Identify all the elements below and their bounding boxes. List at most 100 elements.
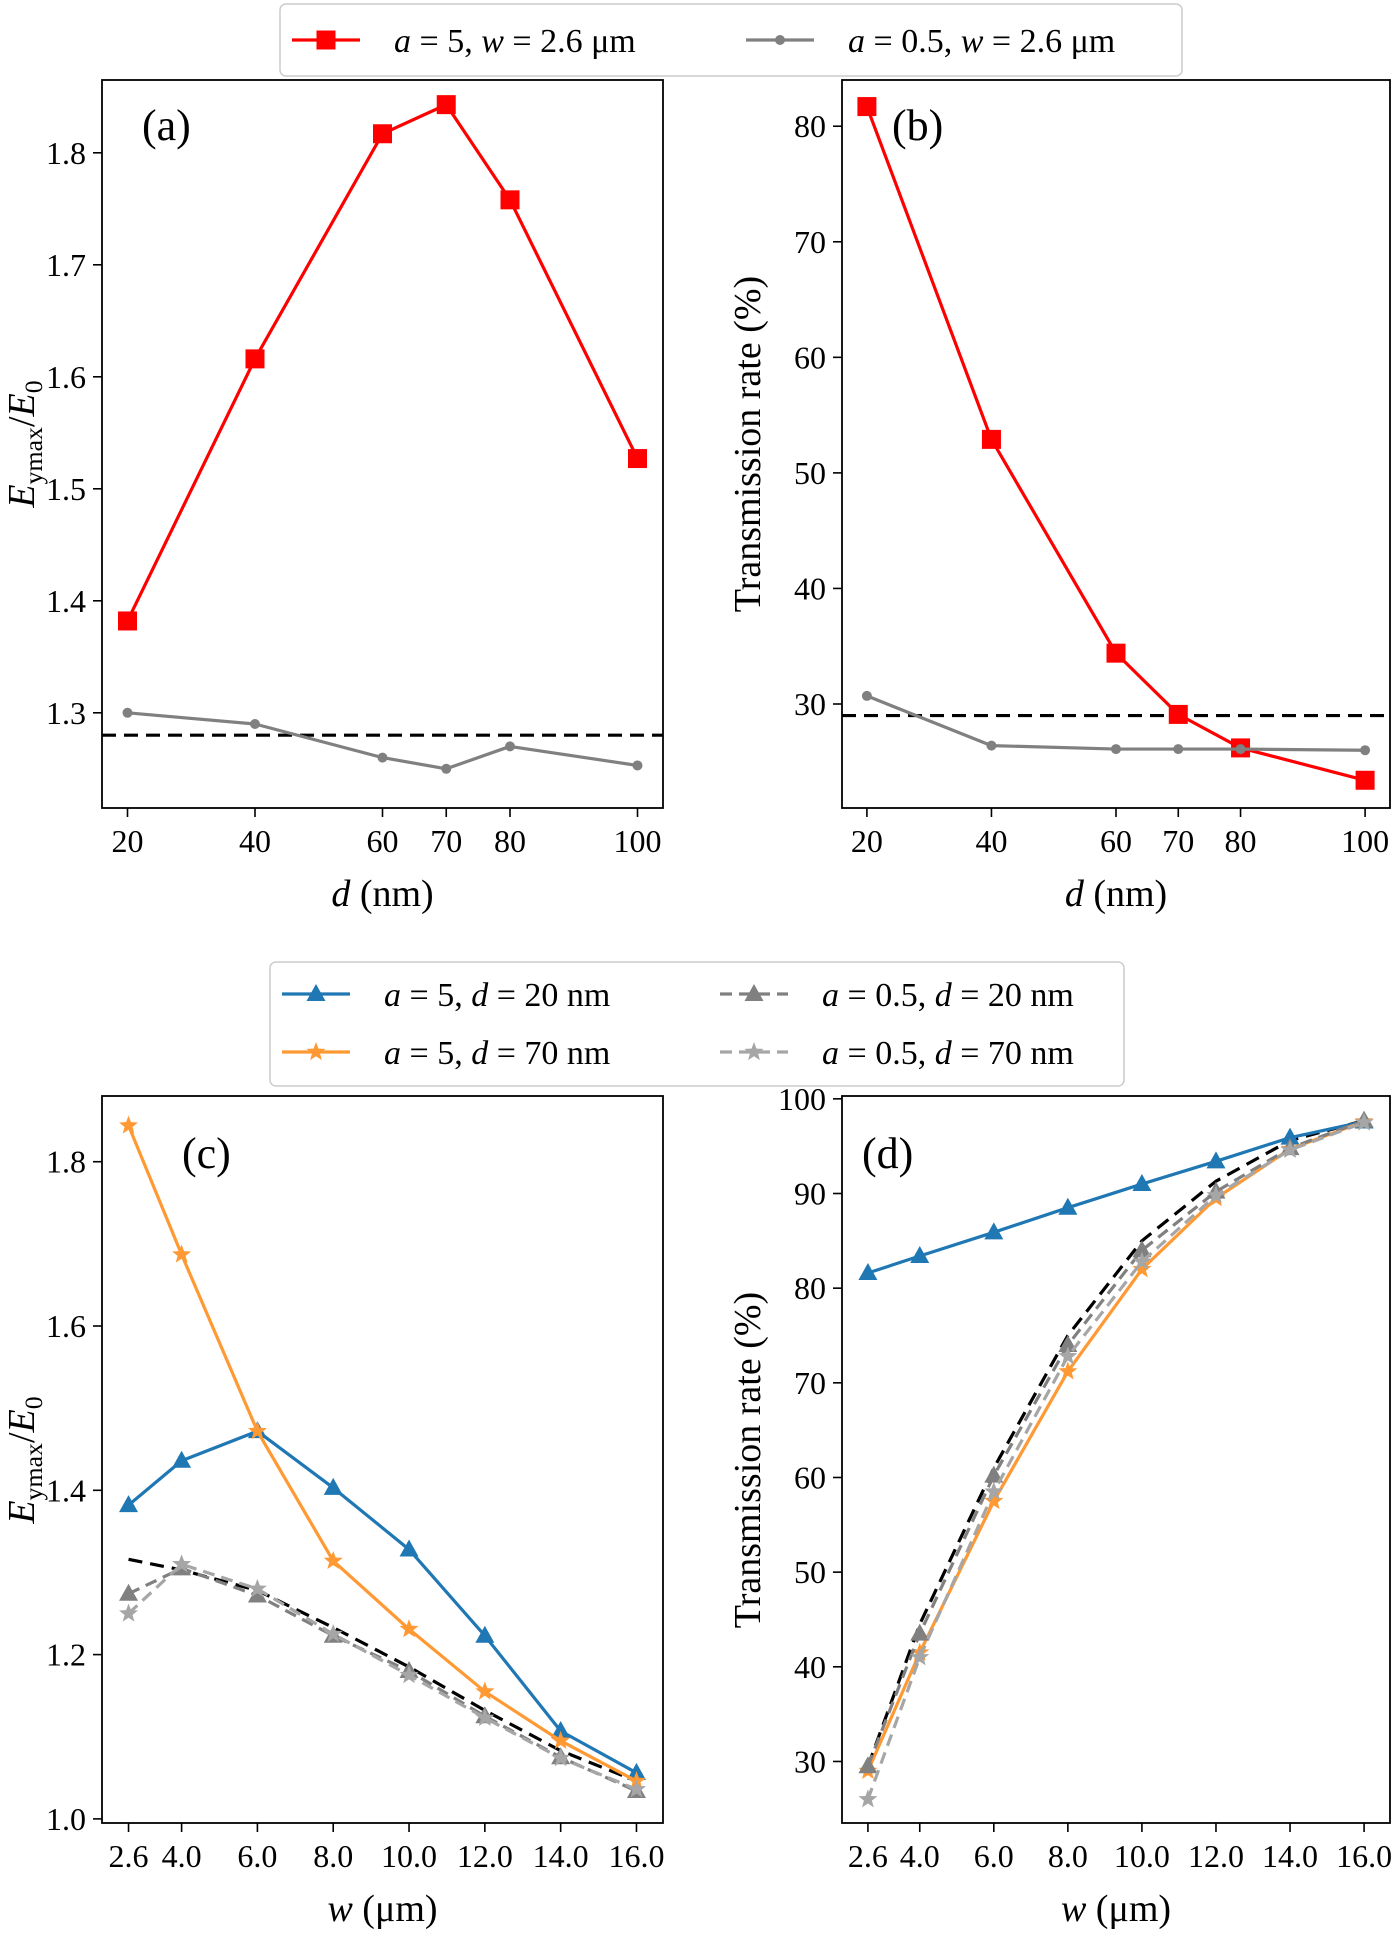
y-tick-label: 80 (794, 1270, 826, 1306)
data-point-a-0-5-w-2-6-m (1173, 744, 1184, 755)
y-tick-label: 30 (794, 686, 826, 722)
series-line-a-0-5-d-70-nm (866, 1121, 1365, 1800)
x-tick-label: 40 (975, 823, 1007, 859)
x-tick-label: 60 (1100, 823, 1132, 859)
data-point-a-0-5-d-20-nm (858, 1756, 878, 1774)
series-line-a-5-d-20-nm (867, 1119, 1365, 1275)
data-point-a-5-d-70-nm (323, 1550, 343, 1570)
data-point-a-0-5-d-70-nm (399, 1665, 419, 1684)
x-axis-label: d (nm) (1065, 873, 1167, 915)
y-tick-label: 1.2 (46, 1637, 86, 1673)
data-point-a-5-w-2-6-m (118, 611, 137, 631)
x-tick-label: 100 (1341, 823, 1389, 859)
plot-area-data (842, 97, 1390, 790)
legend-label: a = 0.5, w = 2.6 μm (848, 23, 1115, 60)
x-tick-label: 70 (430, 823, 462, 859)
y-tick-label: 40 (794, 1649, 826, 1685)
data-point-a-5-w-2-6-m (1168, 704, 1188, 724)
y-tick-label: 100 (778, 1081, 826, 1117)
data-point-a-0-5-d-70-nm (119, 1603, 139, 1622)
data-point-a-5-d-20-nm (984, 1222, 1004, 1240)
y-tick-label: 50 (794, 1554, 826, 1590)
data-point-a-0-5-w-2-6-m (250, 719, 260, 729)
x-tick-label: 80 (1225, 823, 1257, 859)
panel-label: (c) (182, 1129, 231, 1178)
chart-panel-d: 2.6 4.0 6.0 8.0 10.0 12.0 14.0 16.0 30 40 50 60 70 80… (727, 1081, 1392, 1930)
x-tick-label: 14.0 (1262, 1838, 1318, 1874)
legend-label: a = 5, w = 2.6 μm (394, 23, 636, 60)
data-point-a-0-5-d-70-nm (1206, 1185, 1226, 1204)
legend-label: a = 5, d = 20 nm (384, 977, 610, 1014)
data-point-a-0-5-d-70-nm (1058, 1346, 1078, 1365)
data-point-a-5-d-20-nm (323, 1477, 343, 1495)
y-tick-label: 1.6 (46, 359, 86, 395)
series-line-a-0-5-w-2-6-m (127, 711, 638, 771)
y-axis-label: Transmission rate (%) (727, 276, 769, 612)
data-point-a-0-5-d-20-nm (1132, 1240, 1152, 1258)
data-point-a-5-d-20-nm (910, 1245, 930, 1263)
plot-area-data (102, 95, 663, 774)
x-axis-label: w (μm) (327, 1888, 437, 1930)
y-tick-label: 50 (794, 455, 826, 491)
data-point-a-5-d-70-nm (247, 1421, 267, 1440)
series-line-a-0-5-d-20-nm (866, 1119, 1365, 1767)
legend-marker (744, 984, 764, 1001)
chart-panel-b: 20 40 60 70 80 100 30 40 50 60 70 80 d (nm) Transmiss… (727, 79, 1391, 915)
x-tick-label: 12.0 (457, 1838, 513, 1874)
y-tick-label: 1.7 (46, 247, 86, 283)
chart-panel-a: 20 40 60 70 80 100 1.3 1.4 1.5 1.6 1.7 1.8 d (nm) Eym… (1, 79, 664, 915)
y-tick-label: 60 (794, 1459, 826, 1495)
data-point-a-0-5-w-2-6-m (441, 763, 452, 774)
data-point-a-5-w-2-6-m (857, 97, 877, 117)
y-tick-label: 1.3 (46, 695, 86, 731)
data-point-a-5-d-20-nm (1280, 1127, 1300, 1145)
y-tick-label: 1.8 (46, 1144, 86, 1180)
data-point-a-5-d-70-nm (984, 1491, 1004, 1510)
legend-frame (279, 3, 1183, 77)
data-point-a-0-5-w-2-6-m (377, 752, 388, 763)
data-point-a-5-d-70-nm (119, 1115, 139, 1134)
x-tick-label: 10.0 (1114, 1838, 1170, 1874)
legend-item-a-0-5-w-2-6-m: a = 0.5, w = 2.6 μm (746, 23, 1115, 60)
x-tick-label: 10.0 (381, 1838, 437, 1874)
y-tick-label: 60 (794, 339, 826, 375)
series-line-a-5-w-2-6-m (126, 103, 639, 622)
data-point-a-5-d-20-nm (551, 1720, 571, 1738)
data-point-a-0-5-w-2-6-m (1235, 744, 1246, 755)
x-tick-label: 16.0 (1336, 1838, 1392, 1874)
data-point-a-0-5-d-70-nm (551, 1748, 571, 1767)
data-point-a-0-5-d-70-nm (910, 1647, 930, 1666)
data-point-a-5-d-70-nm (1058, 1361, 1078, 1380)
data-point-a-5-w-2-6-m (628, 449, 647, 469)
legend-item-a-5-d-20-nm: a = 5, d = 20 nm (282, 977, 610, 1014)
data-point-a-0-5-w-2-6-m (986, 740, 997, 751)
legend-marker (744, 1042, 764, 1061)
y-tick-label: 1.4 (46, 583, 86, 619)
data-point-a-5-d-70-nm (551, 1730, 571, 1749)
legend-label: a = 0.5, d = 20 nm (822, 977, 1074, 1014)
y-tick-label: 1.0 (46, 1801, 86, 1837)
plot-area-data (119, 1115, 646, 1798)
data-point-a-5-w-2-6-m (500, 190, 520, 210)
data-point-a-5-d-20-nm (475, 1625, 495, 1643)
x-tick-label: 6.0 (974, 1838, 1014, 1874)
x-tick-label: 2.6 (848, 1838, 888, 1874)
legend-item-a-0-5-d-70-nm: a = 0.5, d = 70 nm (720, 1035, 1074, 1072)
x-tick-label: 8.0 (313, 1838, 353, 1874)
data-point-a-0-5-d-70-nm (1132, 1251, 1152, 1270)
data-point-a-0-5-w-2-6-m (632, 760, 643, 771)
series-line-a-5-d-70-nm (127, 1124, 638, 1783)
x-tick-label: 14.0 (533, 1838, 589, 1874)
legend-marker (306, 984, 326, 1001)
legend-item-a-5-d-70-nm: a = 5, d = 70 nm (282, 1035, 610, 1072)
data-point-a-0-5-d-70-nm (323, 1624, 343, 1643)
legend-top: a = 5, w = 2.6 μm a = 0.5, w = 2.6 μm (279, 3, 1183, 77)
series-line-a-0-5-d-70-nm (127, 1562, 638, 1791)
y-axis-label: Transmission rate (%) (727, 1292, 769, 1628)
data-point-a-5-d-70-nm (1132, 1259, 1152, 1278)
panel-label: (d) (862, 1129, 913, 1178)
data-point-a-5-d-70-nm (475, 1681, 495, 1700)
reference-line (866, 1119, 1365, 1767)
